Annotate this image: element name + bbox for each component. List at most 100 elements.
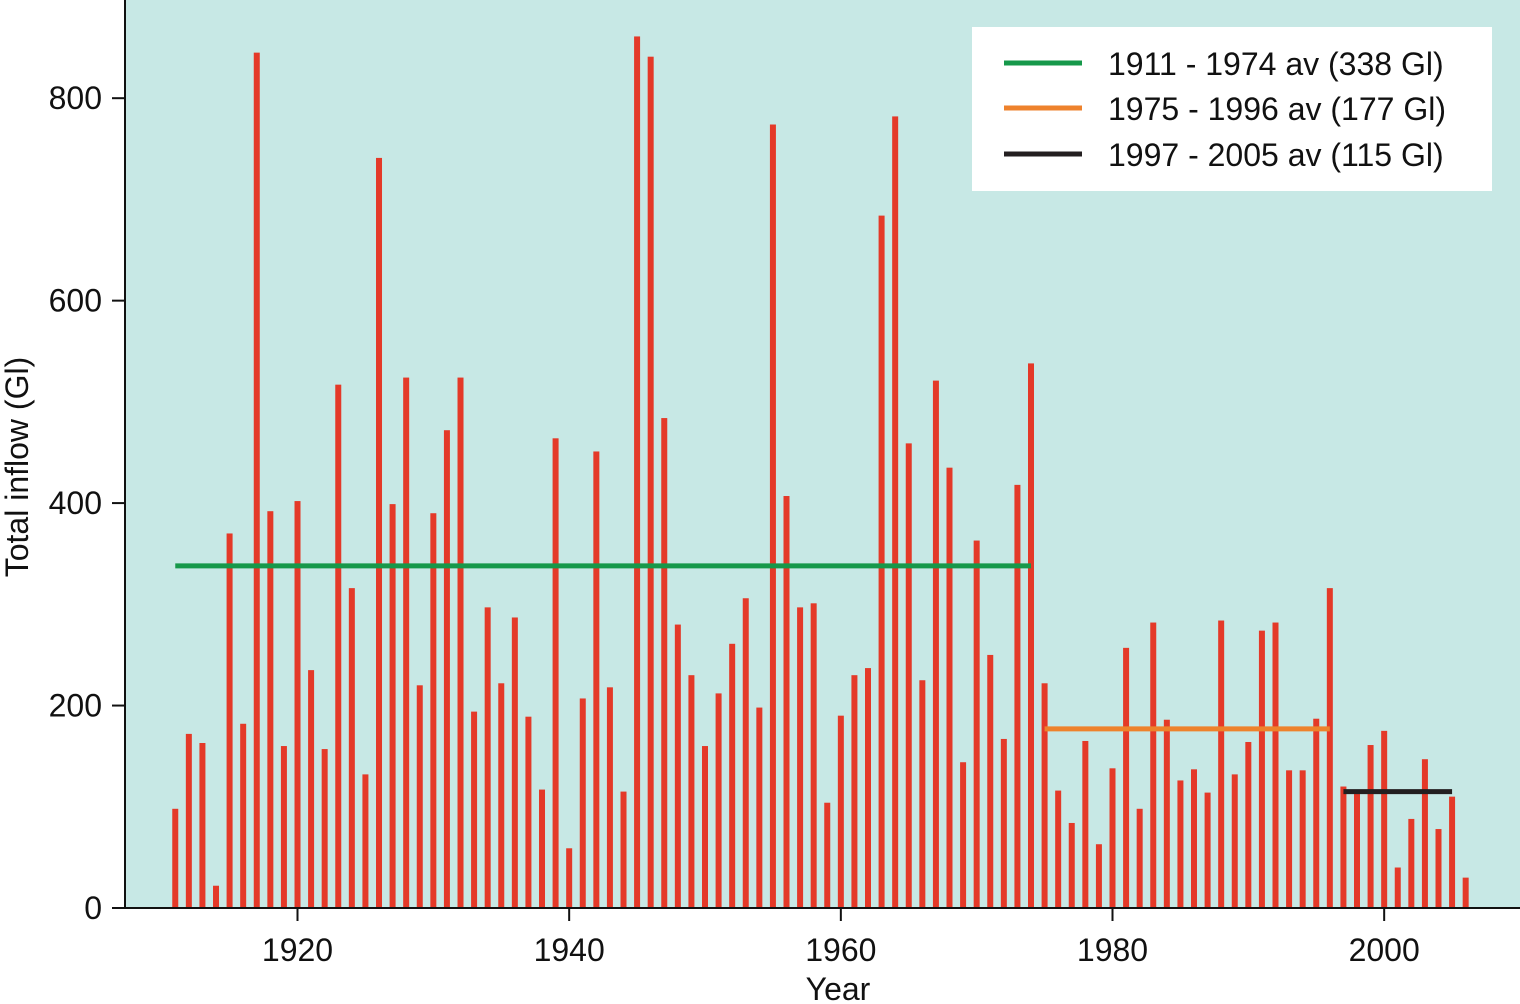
bar-1995 [1313, 718, 1320, 908]
bar-1911 [172, 808, 179, 908]
bar-1917 [253, 52, 260, 908]
bar-1946 [647, 56, 654, 908]
bar-1916 [240, 723, 247, 908]
bar-1992 [1272, 622, 1279, 908]
y-tick-label-0: 0 [84, 890, 102, 926]
bar-1963 [878, 215, 885, 909]
bar-series [172, 36, 1469, 909]
y-ticks: 0 200 400 600 800 [49, 80, 125, 926]
bar-1967 [932, 380, 939, 908]
legend: 1911 - 1974 av (338 Gl) 1975 - 1996 av (… [972, 27, 1492, 191]
legend-entry: 1997 - 2005 av (115 Gl) [1004, 137, 1444, 173]
bar-1994 [1299, 770, 1306, 908]
x-tick-label-1980: 1980 [1077, 932, 1148, 968]
bar-1968 [946, 467, 953, 908]
legend-label-1997-2005: 1997 - 2005 av (115 Gl) [1108, 137, 1444, 173]
bar-2001 [1394, 867, 1401, 908]
bar-1956 [783, 496, 790, 908]
bar-1973 [1014, 484, 1021, 908]
bar-2002 [1408, 818, 1415, 908]
bar-1939 [552, 438, 559, 908]
bar-1959 [824, 802, 831, 908]
bar-1989 [1231, 774, 1238, 908]
legend-label-1911-1974: 1911 - 1974 av (338 Gl) [1108, 46, 1444, 82]
bar-1958 [810, 603, 817, 908]
bar-1926 [376, 157, 383, 908]
bar-1948 [674, 624, 681, 908]
bar-1944 [620, 791, 627, 908]
bar-1937 [525, 716, 532, 908]
bar-1940 [566, 848, 573, 908]
bar-1985 [1177, 780, 1184, 908]
bar-1929 [416, 685, 423, 908]
bar-1990 [1245, 741, 1252, 908]
y-tick-label-800: 800 [49, 80, 102, 116]
bar-1936 [511, 617, 518, 908]
bar-1927 [389, 504, 396, 908]
x-tick-label-1940: 1940 [534, 932, 605, 968]
bar-1949 [688, 675, 695, 908]
y-axis-label: Total inflow (Gl) [0, 357, 35, 578]
bar-1983 [1150, 622, 1157, 908]
bar-1919 [280, 746, 287, 908]
bar-1976 [1055, 790, 1062, 908]
bar-2003 [1421, 759, 1428, 908]
bar-1930 [430, 513, 437, 908]
bar-1951 [715, 693, 722, 908]
bar-1941 [579, 698, 586, 908]
bar-1931 [443, 430, 450, 908]
bar-1996 [1326, 588, 1333, 908]
bar-2006 [1462, 877, 1469, 908]
x-tick-label-2000: 2000 [1349, 932, 1420, 968]
bar-2004 [1435, 829, 1442, 908]
x-tick-label-1920: 1920 [262, 932, 333, 968]
bar-1988 [1218, 620, 1225, 908]
bar-2005 [1449, 796, 1456, 908]
legend-label-1975-1996: 1975 - 1996 av (177 Gl) [1108, 91, 1446, 127]
bar-1914 [213, 885, 220, 908]
bar-1920 [294, 501, 301, 908]
bar-1924 [348, 588, 355, 908]
y-tick-label-400: 400 [49, 485, 102, 521]
bar-1961 [851, 675, 858, 908]
bar-1970 [973, 540, 980, 908]
bar-1932 [457, 377, 464, 908]
bar-1947 [661, 418, 668, 908]
bar-1998 [1354, 791, 1360, 908]
bar-1999 [1367, 745, 1374, 908]
bar-1925 [362, 774, 369, 908]
bar-1986 [1191, 769, 1197, 908]
bar-2000 [1381, 730, 1388, 908]
bar-1962 [865, 668, 871, 908]
bar-1921 [308, 670, 315, 908]
bar-1934 [484, 607, 491, 908]
x-tick-label-1960: 1960 [805, 932, 876, 968]
bar-1991 [1258, 630, 1265, 908]
x-axis-label: Year [806, 971, 871, 1004]
average-lines [175, 563, 1453, 795]
bar-1974 [1028, 363, 1034, 908]
bar-1981 [1123, 647, 1130, 908]
bar-1964 [892, 116, 899, 908]
bar-1915 [226, 533, 233, 908]
bar-1923 [335, 384, 342, 908]
bar-1984 [1163, 719, 1170, 908]
bar-1945 [634, 36, 641, 908]
bar-1938 [539, 789, 546, 908]
bar-1978 [1082, 740, 1089, 908]
bar-1955 [769, 124, 776, 908]
bar-1954 [756, 707, 763, 908]
bar-1912 [185, 733, 192, 908]
bar-1993 [1286, 770, 1293, 908]
legend-entry: 1911 - 1974 av (338 Gl) [1004, 46, 1444, 82]
bar-1972 [1000, 738, 1007, 908]
bar-1943 [606, 687, 613, 908]
bar-1960 [837, 715, 844, 908]
legend-entry: 1975 - 1996 av (177 Gl) [1004, 91, 1446, 127]
bar-1918 [267, 511, 274, 908]
bar-1953 [742, 598, 749, 908]
bar-1913 [199, 743, 206, 908]
bar-1980 [1109, 768, 1116, 908]
x-ticks: 1920 1940 1960 1980 2000 [262, 908, 1420, 968]
